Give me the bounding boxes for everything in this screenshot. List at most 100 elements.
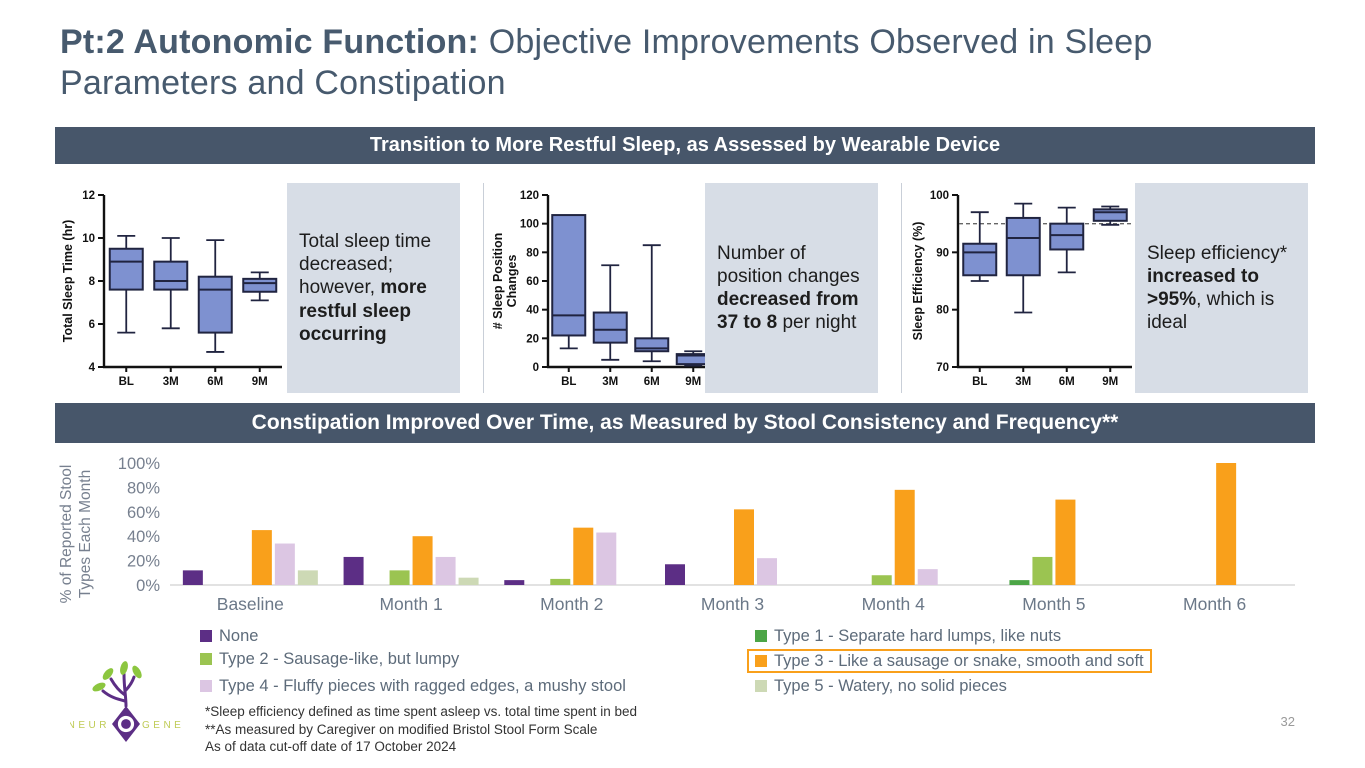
page-title: Pt:2 Autonomic Function: Objective Impro…: [60, 22, 1290, 104]
svg-text:6M: 6M: [207, 376, 223, 388]
svg-text:20: 20: [526, 333, 539, 345]
svg-text:60%: 60%: [127, 504, 160, 522]
stool-type-legend: None Type 1 - Separate hard lumps, like …: [200, 626, 1260, 696]
svg-text:90: 90: [936, 247, 949, 259]
constipation-section-banner-text: Constipation Improved Over Time, as Meas…: [251, 411, 1119, 434]
box-9M: [242, 277, 278, 293]
svg-text:9M: 9M: [1102, 376, 1118, 388]
legend-swatch-type1: [755, 630, 767, 642]
stool-type-bar-chart-svg: 0% 20% 40% 60% 80% 100% % of Reported Stool Typ…: [58, 455, 1295, 614]
bar-type-1-month-5: [1009, 580, 1030, 585]
svg-text:Changes: Changes: [505, 255, 519, 308]
neurogene-logo: NEUR GENE: [70, 661, 182, 742]
logo-text-left: NEUR: [70, 720, 110, 731]
svg-text:80: 80: [936, 305, 949, 317]
svg-text:6M: 6M: [644, 376, 660, 388]
svg-text:100: 100: [520, 219, 539, 231]
svg-text:4: 4: [89, 362, 96, 374]
bar-type-4-baseline: [274, 543, 295, 585]
svg-text:0%: 0%: [136, 577, 160, 595]
footnote-bristol-scale: **As measured by Caregiver on modified B…: [205, 721, 598, 737]
note-text: Sleep efficiency*: [1147, 242, 1288, 264]
svg-text:0: 0: [533, 362, 539, 374]
svg-text:10: 10: [82, 233, 95, 245]
legend-item-type1: Type 1 - Separate hard lumps, like nuts: [755, 626, 1061, 646]
svg-text:60: 60: [526, 276, 539, 288]
svg-text:120: 120: [520, 190, 539, 202]
bar-type-4-month-2: [596, 532, 617, 585]
bar-type-3-month-3: [734, 509, 754, 585]
legend-swatch-type2: [200, 653, 212, 665]
logo-ring: [117, 715, 135, 733]
constipation-section-banner: Constipation Improved Over Time, as Meas…: [55, 403, 1315, 443]
sleep-section-banner: Transition to More Restful Sleep, as Ass…: [55, 127, 1315, 164]
sleep-time-note: Total sleep time decreased; however, mor…: [287, 183, 460, 393]
page-title-bold: Pt:2 Autonomic Function:: [60, 23, 480, 61]
sleep-efficiency-boxplot: 70 80 90 100 BL 3M 6M 9M Sleep Efficiency (%): [911, 190, 1132, 388]
bar-none-month-2: [504, 580, 525, 585]
legend-label: Type 4 - Fluffy pieces with ragged edges…: [219, 676, 626, 695]
footnote-sleep-efficiency: *Sleep efficiency defined as time spent …: [205, 704, 638, 719]
box-BL: [962, 242, 998, 277]
svg-text:70: 70: [936, 362, 949, 374]
svg-text:Month 3: Month 3: [701, 594, 764, 614]
legend-label: Type 3 - Like a sausage or snake, smooth…: [774, 651, 1144, 670]
legend-swatch-type4: [200, 680, 212, 692]
svg-text:40: 40: [526, 305, 539, 317]
panel-divider: [483, 183, 484, 393]
box-6M: [197, 275, 233, 334]
note-bold-text: more restful sleep occurring: [299, 277, 427, 345]
svg-text:80%: 80%: [127, 479, 160, 497]
panel-divider: [901, 183, 902, 393]
stool-type-bar-chart: 0% 20% 40% 60% 80% 100% % of Reported Stool Typ…: [55, 450, 1315, 627]
legend-item-type4: Type 4 - Fluffy pieces with ragged edges…: [200, 676, 626, 696]
svg-text:100%: 100%: [118, 455, 161, 473]
logo-branches: [101, 672, 136, 708]
legend-label: None: [219, 626, 259, 645]
svg-text:Month 1: Month 1: [379, 594, 442, 614]
box-BL: [108, 247, 144, 291]
bar-type-4-month-3: [757, 558, 777, 585]
bar-type-2-month-4: [871, 575, 892, 585]
logo-leaves: [92, 661, 142, 692]
svg-text:3M: 3M: [602, 376, 618, 388]
legend-label: Type 5 - Watery, no solid pieces: [774, 676, 1007, 695]
bar-type-2-month-2: [550, 578, 571, 585]
note-text: Number of position changes: [717, 242, 860, 287]
legend-swatch-type5: [755, 680, 767, 692]
footnotes: *Sleep efficiency defined as time spent …: [205, 703, 637, 756]
svg-text:100: 100: [930, 190, 949, 202]
svg-text:8: 8: [89, 276, 96, 288]
svg-text:Month 4: Month 4: [862, 594, 925, 614]
legend-label: Type 1 - Separate hard lumps, like nuts: [774, 626, 1062, 645]
bar-type-2-month-1: [389, 570, 410, 585]
note-text: , which is ideal: [1147, 289, 1275, 334]
bar-type-3-month-6: [1216, 463, 1237, 585]
bar-type-3-baseline: [251, 530, 272, 585]
note-text: Total sleep time decreased; however,: [299, 231, 432, 299]
bar-none-month-1: [343, 556, 364, 585]
box-6M: [1049, 222, 1085, 251]
logo-text-right: GENE: [142, 720, 182, 731]
logo-diamond: [112, 706, 140, 742]
bar-type-5-baseline: [297, 570, 318, 585]
bar-type-4-month-1: [435, 556, 456, 585]
bar-none-baseline: [182, 570, 203, 585]
footnote-data-cutoff: As of data cut-off date of 17 October 20…: [205, 739, 457, 755]
svg-text:Sleep Efficiency (%): Sleep Efficiency (%): [911, 222, 925, 341]
svg-text:6M: 6M: [1059, 376, 1075, 388]
svg-text:Baseline: Baseline: [217, 594, 284, 614]
svg-text:9M: 9M: [685, 376, 701, 388]
box-3M: [1005, 216, 1041, 277]
bar-type-4-month-4: [917, 569, 938, 585]
box-BL: [551, 214, 587, 337]
legend-swatch-type3: [755, 655, 767, 667]
legend-item-none: None: [200, 626, 258, 646]
bar-type-3-month-1: [412, 536, 433, 585]
legend-item-type5: Type 5 - Watery, no solid pieces: [755, 676, 1007, 696]
legend-item-type3-highlighted: Type 3 - Like a sausage or snake, smooth…: [747, 649, 1152, 673]
svg-text:# Sleep Position: # Sleep Position: [491, 233, 505, 330]
svg-text:12: 12: [82, 190, 95, 202]
legend-label: Type 2 - Sausage-like, but lumpy: [219, 649, 460, 668]
